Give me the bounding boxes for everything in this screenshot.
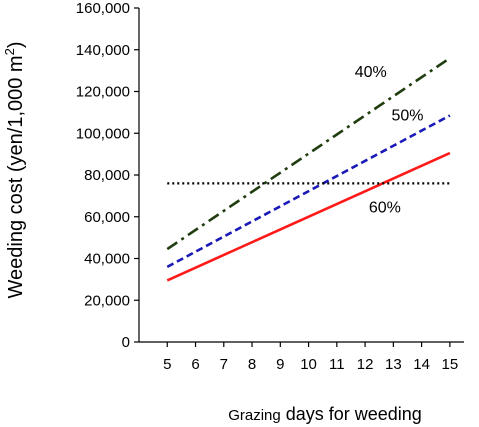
line-annotations: 40% 50% 60% [355, 64, 424, 217]
x-tick-label: 5 [163, 356, 171, 373]
series-line-60pct [166, 151, 451, 282]
x-tick-label: 7 [220, 356, 228, 373]
x-tick-label: 6 [191, 356, 199, 373]
y-tick-label: 80,000 [84, 167, 130, 184]
y-tick-label: 140,000 [76, 42, 130, 59]
x-tick-labels: 5 6 7 8 9 10 11 12 13 14 15 [163, 356, 458, 373]
y-tick-label: 120,000 [76, 84, 130, 101]
x-tick-label: 12 [357, 356, 374, 373]
line-label: 60% [369, 200, 401, 217]
y-tick-label: 100,000 [76, 125, 130, 142]
x-tick-label: 13 [385, 356, 402, 373]
line-label: 50% [391, 108, 423, 125]
axes [134, 7, 464, 347]
y-tick-labels: 0 20,000 40,000 60,000 80,000 100,000 120,000 1… [76, 0, 130, 351]
series-lines [166, 57, 451, 282]
y-tick-label: 40,000 [84, 251, 130, 268]
x-tick-label: 8 [248, 356, 256, 373]
x-tick-label: 15 [442, 356, 459, 373]
x-tick-label: 9 [276, 356, 284, 373]
series-line-50pct [166, 114, 451, 268]
x-tick-label: 11 [329, 356, 345, 373]
x-axis-title: Grazing days for weeding [228, 404, 422, 424]
x-tick-label: 14 [413, 356, 430, 373]
line-label: 40% [355, 64, 387, 81]
y-axis-title: Weeding cost (yen/1,000 m2) [2, 41, 27, 298]
y-tick-label: 160,000 [76, 0, 130, 17]
y-tick-label: 0 [122, 334, 130, 351]
y-tick-label: 60,000 [84, 209, 130, 226]
x-tick-label: 10 [300, 356, 317, 373]
y-tick-label: 20,000 [84, 292, 130, 309]
series-line-40pct [166, 57, 451, 251]
